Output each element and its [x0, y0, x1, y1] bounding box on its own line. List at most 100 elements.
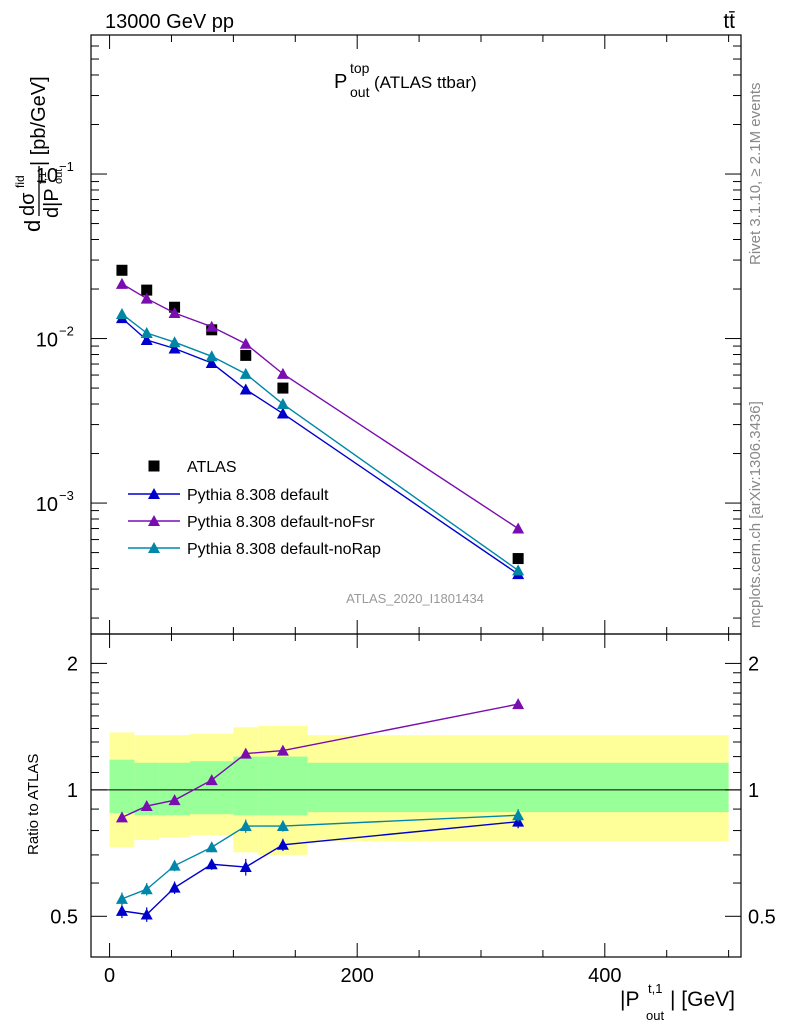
ratio-point-pythia-8-308-default-norap [168, 859, 181, 871]
ylabel-numerator-sup: fid [13, 175, 27, 188]
ylabel-numerator: dσ [17, 192, 39, 216]
header-process-label: tt̄ [723, 10, 735, 33]
x-tick-label: 400 [588, 965, 621, 987]
plot-title-sub: out [350, 84, 370, 100]
y-tick-label-exponent: −1 [59, 159, 74, 174]
ratio-point-pythia-8-308-default-norap [512, 809, 525, 821]
series-line-pythia-8-308-default [121, 317, 519, 575]
mcplots-label: mcplots.cern.ch [arXiv:1306.3436] [747, 401, 764, 628]
ratio-point-pythia-8-308-default-nofsr [140, 800, 153, 812]
data-point-pythia-8-308-default [168, 342, 181, 354]
ratio-y-tick-label: 0.5 [50, 906, 78, 928]
y-tick-label-base: 10 [36, 165, 58, 187]
data-point-pythia-8-308-default-norap [276, 398, 289, 410]
ratio-point-pythia-8-308-default [205, 858, 218, 870]
data-point-pythia-8-308-default-nofsr [512, 522, 525, 534]
data-point-pythia-8-308-default-nofsr [276, 367, 289, 379]
legend-label: Pythia 8.308 default-noFsr [187, 514, 375, 531]
ratio-point-pythia-8-308-default-nofsr [239, 747, 252, 759]
ratio-point-pythia-8-308-default-norap [205, 841, 218, 853]
main-y-axis-label: d dσ fid d|P t,1 out | [pb/GeV] [13, 76, 65, 232]
data-point-atlas [116, 264, 128, 276]
xlabel-pre: |P [620, 988, 639, 1011]
ratio-point-pythia-8-308-default-nofsr [205, 774, 218, 786]
xlabel-sup: t,1 [648, 981, 662, 996]
legend-marker-atlas [148, 460, 160, 472]
plot-title-rest: (ATLAS ttbar) [374, 73, 477, 92]
ratio-point-pythia-8-308-default-norap [140, 883, 153, 895]
ratio-y-tick-label-right: 2 [748, 653, 759, 675]
data-point-pythia-8-308-default-nofsr [239, 337, 252, 349]
data-point-pythia-8-308-default-nofsr [140, 292, 153, 304]
ratio-point-pythia-8-308-default-nofsr [168, 794, 181, 806]
data-point-pythia-8-308-default [239, 383, 252, 395]
ratio-y-tick-label: 2 [67, 653, 78, 675]
legend-marker [148, 542, 160, 553]
green-band-bin [258, 756, 308, 816]
ratio-panel-series [115, 698, 525, 922]
ratio-point-pythia-8-308-default-norap [115, 892, 128, 904]
data-point-pythia-8-308-default-norap [512, 564, 525, 576]
ratio-point-pythia-8-308-default-nofsr [276, 744, 289, 756]
plot-title-sup: top [350, 60, 370, 76]
ratio-point-pythia-8-308-default-norap [239, 820, 252, 832]
ratio-point-pythia-8-308-default [115, 904, 128, 916]
green-band-bin [233, 756, 259, 816]
y-tick-label-exponent: −3 [59, 488, 74, 503]
plot-title-main: P [334, 71, 347, 93]
ratio-point-pythia-8-308-default [239, 861, 252, 873]
xlabel-post: | [GeV] [670, 988, 735, 1011]
ratio-point-pythia-8-308-default-norap [276, 820, 289, 832]
data-point-pythia-8-308-default-norap [115, 307, 128, 319]
data-point-pythia-8-308-default-nofsr [168, 306, 181, 318]
legend-label: Pythia 8.308 default [187, 487, 329, 504]
y-tick-label-base: 10 [36, 330, 58, 352]
ylabel-denominator-sup: t,1 [37, 172, 49, 184]
header-collision-label: 13000 GeV pp [105, 11, 234, 33]
ratio-point-pythia-8-308-default-nofsr [512, 698, 525, 710]
legend-marker [148, 515, 160, 526]
data-point-atlas [240, 349, 252, 361]
legend: ATLAS Pythia 8.308 default Pythia 8.308 de… [128, 459, 381, 558]
x-tick-label: 200 [341, 965, 374, 987]
ratio-uncertainty-bands [109, 725, 729, 855]
data-point-atlas [141, 284, 153, 296]
ratio-point-pythia-8-308-default-nofsr [115, 811, 128, 823]
legend-marker [148, 488, 160, 499]
rivet-version-label: Rivet 3.1.10, ≥ 2.1M events [747, 83, 764, 266]
series-line-pythia-8-308-default-norap [121, 313, 519, 571]
data-point-pythia-8-308-default-norap [168, 336, 181, 348]
legend-label: Pythia 8.308 default-noRap [187, 541, 381, 558]
x-tick-label: 0 [104, 965, 115, 987]
ylabel-d-prefix: d [20, 220, 45, 232]
ratio-y-axis-label: Ratio to ATLAS [25, 754, 42, 855]
x-axis-label: |P t,1 out | [GeV] [620, 981, 735, 1023]
y-tick-label-exponent: −2 [59, 324, 74, 339]
ratio-point-pythia-8-308-default [140, 908, 153, 920]
plot-title: P top out (ATLAS ttbar) [334, 60, 477, 100]
ylabel-unit: | [pb/GeV] [28, 76, 50, 166]
xlabel-sub: out [646, 1008, 664, 1023]
data-point-pythia-8-308-default-norap [140, 327, 153, 339]
ratio-panel-frame: 0 200 400 0.5 0.5 1 1 2 2 [50, 633, 776, 987]
analysis-watermark: ATLAS_2020_I1801434 [346, 591, 484, 606]
data-point-pythia-8-308-default-nofsr [205, 320, 218, 332]
ratio-panel-border [90, 633, 742, 958]
legend-label: ATLAS [187, 459, 237, 476]
ratio-point-pythia-8-308-default [168, 881, 181, 893]
ratio-point-pythia-8-308-default [276, 838, 289, 850]
data-point-pythia-8-308-default [276, 407, 289, 419]
ratio-y-tick-label-right: 0.5 [748, 906, 776, 928]
data-point-atlas [512, 553, 524, 565]
green-band-bin [307, 762, 729, 813]
green-band-bin [109, 759, 135, 814]
ylabel-denominator: d|P [41, 188, 63, 218]
ylabel-denominator-sub: out [53, 169, 65, 184]
ratio-y-tick-label-right: 1 [748, 780, 759, 802]
data-point-pythia-8-308-default-norap [239, 367, 252, 379]
main-panel-series [115, 264, 525, 580]
data-point-pythia-8-308-default [140, 333, 153, 345]
data-point-atlas [277, 382, 289, 394]
ratio-y-tick-label: 1 [67, 780, 78, 802]
